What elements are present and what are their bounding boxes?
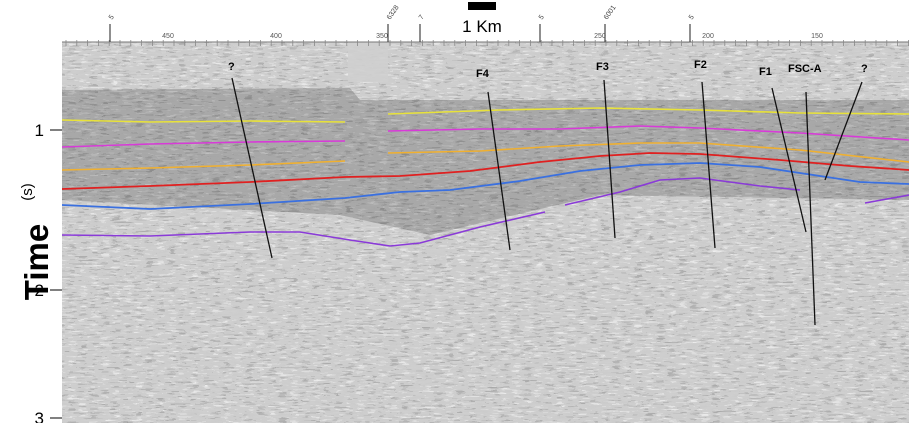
fault-f1 — [771, 87, 807, 233]
horizon-yellow-east — [387, 107, 909, 115]
horizon-magenta-east — [387, 125, 909, 141]
marker-label: 5 — [538, 14, 546, 21]
marker-label: 5 — [688, 14, 696, 21]
y-tick-label: 1 — [35, 121, 44, 140]
x-tick-label: 250 — [594, 33, 606, 40]
y-axis-unit: (s) — [19, 183, 36, 201]
marker-label: 5 — [108, 14, 116, 21]
horizon-purple-far-east — [864, 194, 909, 204]
marker-label: 7 — [418, 14, 426, 21]
fault-f2 — [701, 81, 716, 249]
top-markers: 5 6328 7 5 6001 5 — [108, 4, 696, 42]
horizon-blue — [62, 162, 909, 210]
y-axis: Time (s) 1 2 3 — [18, 121, 62, 423]
fault-label: FSC-A — [788, 63, 822, 75]
fault-labels: ? F4 F3 F2 F1 FSC-A ? — [228, 59, 868, 80]
fault-label: F4 — [476, 68, 490, 80]
marker-label: 6001 — [603, 4, 618, 21]
scale-bar-label: 1 Km — [462, 17, 502, 36]
seismic-amplitude-image — [62, 42, 909, 423]
x-tick-label: 450 — [162, 33, 174, 40]
horizon-purple — [62, 211, 546, 247]
fault-q-west — [231, 77, 273, 259]
horizon-red — [62, 152, 909, 190]
horizons — [62, 107, 909, 247]
x-tick-label: 200 — [702, 33, 714, 40]
horizon-purple-east — [564, 177, 801, 206]
horizon-orange-east — [387, 142, 909, 163]
fault-label: F3 — [596, 61, 609, 73]
fault-q-east — [824, 81, 863, 181]
fault-f3 — [603, 79, 616, 239]
fault-label: F1 — [759, 66, 772, 78]
fault-label: ? — [228, 61, 235, 73]
x-tick-label: 350 — [376, 33, 388, 40]
horizon-orange — [62, 160, 346, 171]
scale-bar: 1 Km — [462, 2, 502, 36]
faults — [231, 77, 863, 326]
fault-fsc-a — [805, 91, 816, 326]
y-axis-title: Time — [18, 224, 55, 300]
marker-label: 6328 — [386, 4, 401, 21]
x-tick-label: 400 — [270, 33, 282, 40]
fault-label: F2 — [694, 59, 707, 71]
x-tick-label: 150 — [811, 33, 823, 40]
x-axis-ticks: 450 400 350 250 200 150 — [65, 33, 909, 46]
horizon-magenta — [62, 140, 346, 148]
fault-f4 — [487, 91, 511, 251]
y-tick-label: 2 — [35, 281, 44, 300]
fault-label: ? — [861, 63, 868, 75]
horizon-yellow — [62, 119, 346, 123]
y-tick-label: 3 — [35, 409, 44, 423]
